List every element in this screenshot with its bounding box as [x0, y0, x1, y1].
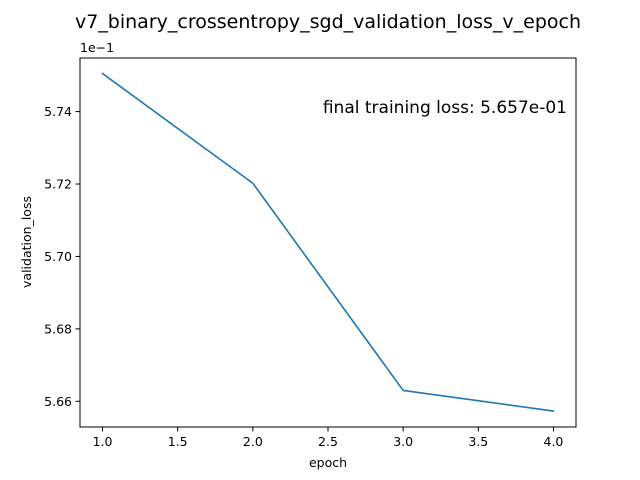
x-axis-label: epoch	[309, 455, 347, 470]
x-tick-label: 1.0	[93, 434, 113, 449]
y-tick-label: 5.74	[44, 104, 72, 119]
validation-loss-line	[101, 72, 555, 412]
plot-lines	[101, 72, 555, 412]
x-tick-label: 2.5	[318, 434, 338, 449]
y-offset-label: 1e−1	[80, 40, 114, 55]
x-tick-label: 3.5	[468, 434, 488, 449]
x-tick-label: 3.0	[393, 434, 413, 449]
x-axis-ticks: 1.0 1.5 2.0 2.5 3.0 3.5 4.0	[93, 427, 564, 449]
y-tick-label: 5.68	[44, 321, 72, 336]
y-tick-label: 5.70	[44, 249, 72, 264]
x-tick-label: 1.5	[168, 434, 188, 449]
chart-title: v7_binary_crossentropy_sgd_validation_lo…	[75, 11, 581, 33]
plot-frame	[79, 57, 577, 428]
final-loss-annotation: final training loss: 5.657e-01	[323, 98, 567, 118]
y-axis-ticks: 5.66 5.68 5.70 5.72 5.74	[44, 104, 80, 409]
y-tick-label: 5.66	[44, 394, 72, 409]
x-tick-label: 2.0	[243, 434, 263, 449]
y-tick-label: 5.72	[44, 177, 72, 192]
x-tick-label: 4.0	[544, 434, 564, 449]
y-axis-label: validation_loss	[19, 196, 34, 288]
